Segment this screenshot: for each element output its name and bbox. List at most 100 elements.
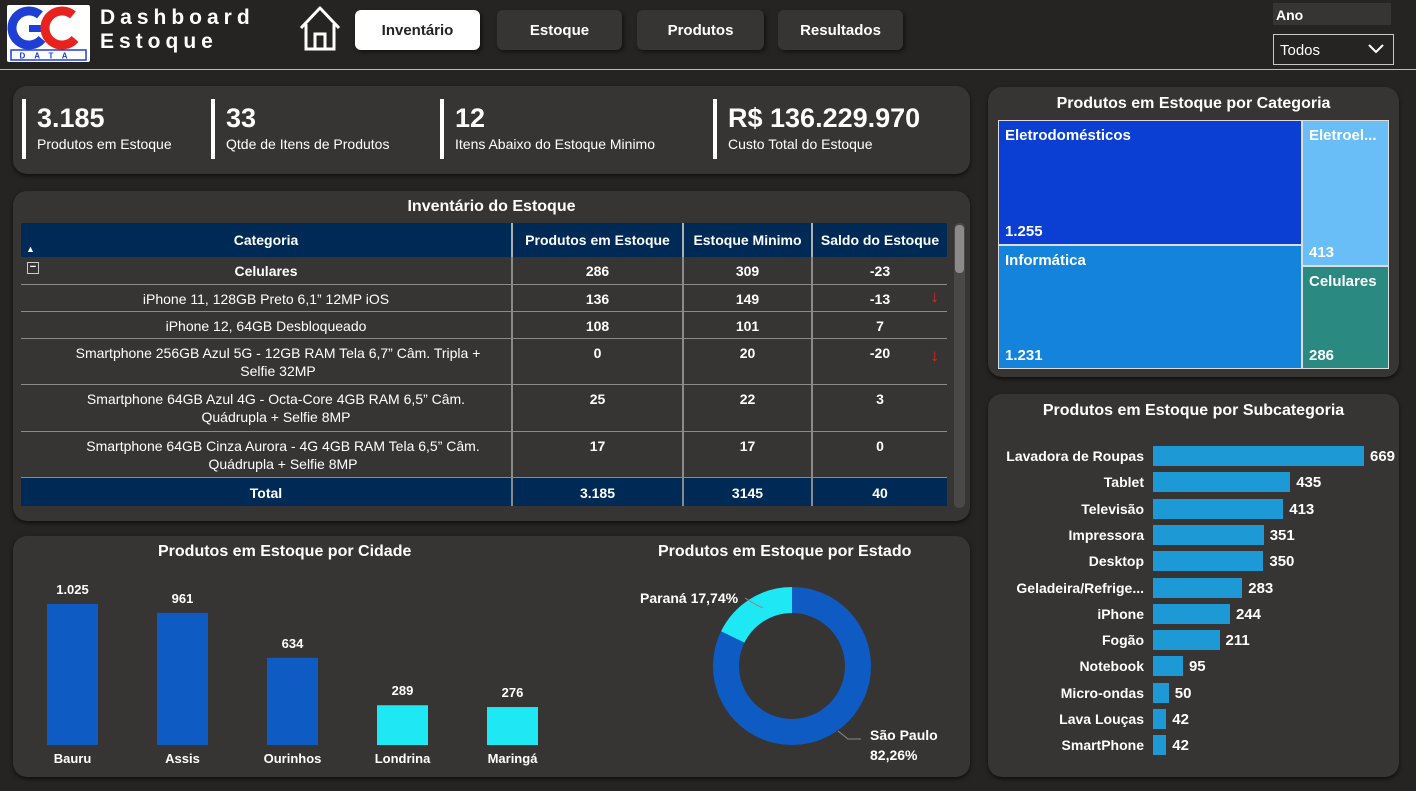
subcategory-bar[interactable] (1153, 577, 1243, 598)
scrollbar-thumb[interactable] (955, 225, 964, 273)
city-value-label: 961 (172, 591, 194, 606)
cell-produtos: 108 (512, 311, 684, 339)
table-header-row: Categoria ▲ Produtos em Estoque Estoque … (21, 223, 947, 257)
total-produtos: 3.185 (512, 477, 684, 506)
subcategory-bar[interactable] (1153, 524, 1264, 545)
treemap-tile-eletroeletronicos[interactable]: Eletroel... 413 (1302, 120, 1389, 266)
subcategory-label: Notebook (1079, 658, 1144, 675)
subcategory-value-label: 413 (1289, 500, 1315, 518)
group-name-cell: − Celulares (21, 257, 513, 285)
subcategory-bar[interactable] (1153, 709, 1167, 729)
subcategory-bar[interactable] (1153, 472, 1291, 493)
subcategory-bar-row[interactable]: Impressora 351 (988, 524, 1388, 547)
tab-inventario[interactable]: Inventário (355, 10, 480, 50)
subcategory-bar-row[interactable]: Lavadora de Roupas 669 (988, 446, 1395, 468)
kpi-qtde-itens: 33 Qtde de Itens de Produtos (211, 99, 389, 159)
city-value-label: 276 (502, 685, 524, 700)
subcategory-label: iPhone (1097, 605, 1144, 622)
total-minimo: 3145 (683, 477, 813, 506)
city-bar[interactable] (267, 657, 318, 745)
cell-minimo: 22 (683, 384, 813, 432)
column-header-saldo[interactable]: Saldo do Estoque (812, 223, 947, 257)
cell-produtos: 17 (512, 431, 684, 478)
treemap-title: Produtos em Estoque por Categoria (1056, 95, 1331, 112)
subcategory-bar[interactable] (1153, 603, 1230, 624)
city-bar[interactable] (47, 604, 98, 745)
subcategory-bar-row[interactable]: Desktop 350 (988, 551, 1388, 573)
city-category-label: Bauru (54, 751, 92, 766)
tile-value: 1.255 (1005, 223, 1043, 240)
donut-label-sao-paulo: São Paulo (870, 727, 938, 743)
brand-logo: DATA (7, 5, 90, 62)
year-filter-value: Todos (1280, 42, 1321, 59)
kpi-value: 33 (226, 103, 257, 133)
down-arrow-icon: ↓ (930, 286, 940, 306)
subcategory-bar-row[interactable]: Lava Louças 42 (988, 709, 1388, 731)
city-bar[interactable] (487, 707, 538, 745)
inventory-table: Categoria ▲ Produtos em Estoque Estoque … (21, 223, 947, 506)
inventory-card: Inventário do Estoque Categoria ▲ Produt… (13, 191, 970, 521)
subcategory-label: Lavadora de Roupas (1006, 448, 1144, 464)
city-category-label: Londrina (375, 751, 431, 766)
subcategory-bar[interactable] (1153, 498, 1284, 519)
subcategory-bar-row[interactable]: Geladeira/Refrige... 283 (988, 577, 1388, 600)
sort-ascending-icon[interactable]: ▲ (26, 244, 35, 254)
cell-produto: Smartphone 64GB Azul 4G - Octa-Core 4GB … (21, 384, 513, 432)
city-bar-chart: 1.025 Bauru 961 Assis 634 Ourinhos 289 Londrina… (47, 582, 538, 766)
subcategory-bar[interactable] (1153, 682, 1169, 703)
subcategory-bar[interactable] (1153, 630, 1220, 651)
kpi-label: Custo Total do Estoque (728, 136, 873, 152)
tab-produtos[interactable]: Produtos (637, 10, 764, 50)
subcategory-label: Lava Louças (1059, 711, 1144, 727)
collapse-icon[interactable]: − (27, 262, 39, 274)
subcategory-bar[interactable] (1153, 551, 1264, 572)
subcategory-bar-chart: Lavadora de Roupas 669 Tablet 435 Televisão 4… (988, 446, 1399, 766)
home-icon[interactable] (297, 4, 343, 57)
header-bar: DATA Dashboard Estoque Inventário Estoqu… (0, 0, 1416, 70)
column-header-minimo[interactable]: Estoque Minimo (683, 223, 813, 257)
column-header-categoria[interactable]: Categoria ▲ (21, 223, 513, 257)
table-scrollbar[interactable] (954, 223, 965, 508)
cell-produto: Smartphone 256GB Azul 5G - 12GB RAM Tela… (21, 338, 513, 385)
tab-estoque[interactable]: Estoque (497, 10, 622, 50)
year-filter-dropdown[interactable]: Todos (1273, 34, 1394, 65)
kpi-card: 3.185 Produtos em Estoque 33 Qtde de Ite… (13, 86, 970, 174)
tile-value: 1.231 (1005, 347, 1043, 364)
column-header-produtos[interactable]: Produtos em Estoque (512, 223, 684, 257)
cell-saldo: 0 (812, 431, 947, 478)
table-row: iPhone 11, 128GB Preto 6,1” 12MP iOS 136… (21, 284, 947, 312)
subcategory-bar-row[interactable]: Televisão 413 (988, 498, 1388, 521)
treemap-tile-informatica[interactable]: Informática 1.231 (998, 245, 1302, 369)
subcategory-label: Desktop (1088, 553, 1144, 570)
subcategory-bar-row[interactable]: Tablet 435 (988, 472, 1388, 494)
treemap-tile-eletrodomesticos[interactable]: Eletrodomésticos 1.255 (998, 120, 1302, 245)
subcategory-value-label: 95 (1188, 658, 1206, 676)
subcategory-bar[interactable] (1153, 446, 1364, 466)
state-chart-title: Produtos em Estoque por Estado (658, 543, 912, 560)
category-treemap-card: Produtos em Estoque por Categoria Eletro… (988, 87, 1399, 377)
state-donut-chart: Paraná 17,74% São Paulo 82,26% (640, 578, 938, 763)
subcategory-card: Produtos em Estoque por Subcategoria Lav… (988, 394, 1399, 777)
cell-saldo: -13 ↓ (812, 284, 947, 312)
cell-minimo: 17 (683, 431, 813, 478)
tile-name: Informática (1005, 252, 1086, 269)
subcategory-bar-row[interactable]: Micro-ondas 50 (988, 682, 1388, 705)
donut-slice-parana[interactable] (704, 578, 881, 755)
cell-produtos: 0 (512, 338, 684, 385)
tile-name: Eletrodomésticos (1005, 127, 1131, 144)
table-row: Smartphone 64GB Cinza Aurora - 4G 4GB RA… (21, 431, 947, 478)
subcategory-value-label: 669 (1370, 448, 1396, 465)
treemap-tile-celulares[interactable]: Celulares 286 (1302, 266, 1389, 369)
subcategory-value-label: 50 (1174, 684, 1192, 702)
subcategory-bar[interactable] (1153, 735, 1167, 756)
subcategory-bar-row[interactable]: Notebook 95 (988, 656, 1388, 678)
year-filter-label: Ano (1273, 3, 1391, 25)
city-bar[interactable] (157, 612, 208, 745)
subcategory-bar[interactable] (1153, 656, 1183, 677)
tab-resultados[interactable]: Resultados (778, 10, 903, 50)
subcategory-bar-row[interactable]: SmartPhone 42 (988, 735, 1388, 757)
subcategory-value-label: 351 (1269, 526, 1295, 544)
city-bar[interactable] (377, 705, 428, 745)
subcategory-bar-row[interactable]: Fogão 211 (988, 630, 1388, 652)
subcategory-bar-row[interactable]: iPhone 244 (988, 603, 1388, 626)
